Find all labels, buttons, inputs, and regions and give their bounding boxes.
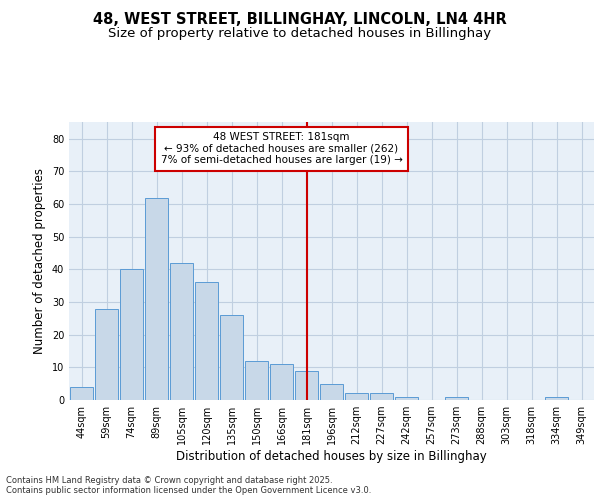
Y-axis label: Number of detached properties: Number of detached properties [33, 168, 46, 354]
Text: Size of property relative to detached houses in Billinghay: Size of property relative to detached ho… [109, 28, 491, 40]
Bar [395, 396, 418, 400]
Bar [295, 370, 319, 400]
Bar [145, 198, 169, 400]
Bar [95, 308, 118, 400]
Text: 48 WEST STREET: 181sqm
← 93% of detached houses are smaller (262)
7% of semi-det: 48 WEST STREET: 181sqm ← 93% of detached… [161, 132, 403, 166]
Text: 48, WEST STREET, BILLINGHAY, LINCOLN, LN4 4HR: 48, WEST STREET, BILLINGHAY, LINCOLN, LN… [93, 12, 507, 28]
Bar [320, 384, 343, 400]
Bar [119, 270, 143, 400]
Bar [220, 315, 244, 400]
Bar [370, 394, 394, 400]
Text: Contains HM Land Registry data © Crown copyright and database right 2025.
Contai: Contains HM Land Registry data © Crown c… [6, 476, 371, 495]
Bar [245, 361, 268, 400]
Bar [170, 263, 193, 400]
Bar [445, 396, 469, 400]
Bar [545, 396, 568, 400]
Bar [269, 364, 293, 400]
X-axis label: Distribution of detached houses by size in Billinghay: Distribution of detached houses by size … [176, 450, 487, 463]
Bar [194, 282, 218, 400]
Bar [70, 387, 94, 400]
Bar [344, 394, 368, 400]
